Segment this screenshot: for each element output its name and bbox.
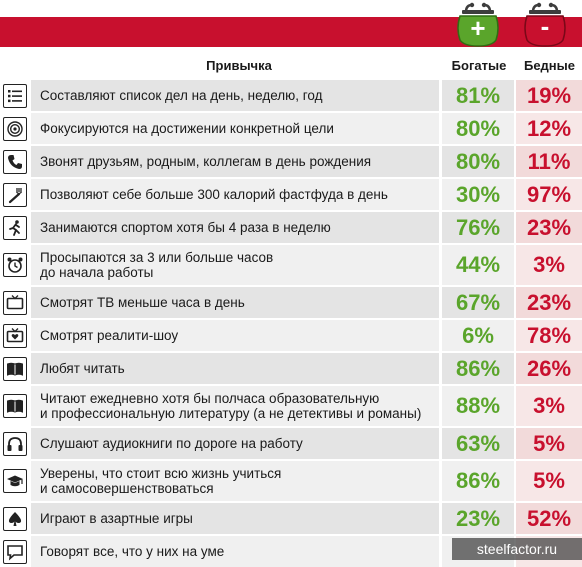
column-header-habit: Привычка — [206, 58, 272, 73]
column-header-rich: Богатые — [451, 58, 507, 73]
rich-percent: 23% — [442, 503, 514, 534]
rich-percent: 88% — [442, 386, 514, 426]
habit-text: Звонят друзьям, родным, коллегам в день … — [31, 146, 439, 177]
rich-purse-icon: + — [457, 2, 499, 47]
poor-percent: 23% — [516, 212, 582, 243]
habit-text: Занимаются спортом хотя бы 4 раза в неде… — [31, 212, 439, 243]
rich-percent: 44% — [442, 245, 514, 285]
rich-percent: 30% — [442, 179, 514, 210]
habit-text: Говорят все, что у них на уме — [31, 536, 439, 567]
headphones-icon — [3, 431, 27, 456]
target-icon — [3, 116, 27, 141]
rich-percent: 80% — [442, 113, 514, 144]
habit-text: Читают ежедневно хотя бы полчаса образов… — [31, 386, 439, 426]
rich-percent: 67% — [442, 287, 514, 318]
poor-percent: 23% — [516, 287, 582, 318]
tv-heart-icon — [3, 323, 27, 348]
alarm-clock-icon — [3, 253, 27, 277]
table-row: Фокусируются на достижении конкретной це… — [0, 111, 582, 144]
poor-percent: 78% — [516, 320, 582, 351]
table-row: Слушают аудиокниги по дороге на работу 6… — [0, 426, 582, 459]
poor-percent: 26% — [516, 353, 582, 384]
rich-badge-sign: + — [470, 13, 485, 43]
habit-text: Фокусируются на достижении конкретной це… — [31, 113, 439, 144]
poor-percent: 3% — [516, 386, 582, 426]
table-header: Привычка Богатые Бедные — [0, 52, 582, 78]
rich-percent: 6% — [442, 320, 514, 351]
rich-percent: 86% — [442, 461, 514, 501]
poor-percent: 5% — [516, 428, 582, 459]
table-row: Уверены, что стоит всю жизнь учиться и с… — [0, 459, 582, 501]
table-row: Смотрят реалити-шоу 6% 78% — [0, 318, 582, 351]
list-icon — [3, 83, 27, 108]
table-row: Читают ежедневно хотя бы полчаса образов… — [0, 384, 582, 426]
habit-text: Составляют список дел на день, неделю, г… — [31, 80, 439, 111]
rich-percent: 63% — [442, 428, 514, 459]
poor-purse-icon: - — [524, 2, 566, 47]
tv-icon — [3, 290, 27, 315]
habit-text: Слушают аудиокниги по дороге на работу — [31, 428, 439, 459]
table-row: Звонят друзьям, родным, коллегам в день … — [0, 144, 582, 177]
column-header-poor: Бедные — [523, 58, 575, 73]
watermark: steelfactor.ru — [452, 538, 582, 560]
poor-percent: 11% — [516, 146, 582, 177]
habit-text: Позволяют себе больше 300 калорий фастфу… — [31, 179, 439, 210]
habit-text: Смотрят реалити-шоу — [31, 320, 439, 351]
poor-percent: 97% — [516, 179, 582, 210]
habit-text: Смотрят ТВ меньше часа в день — [31, 287, 439, 318]
graduation-cap-icon — [3, 469, 27, 493]
table-row: Смотрят ТВ меньше часа в день 67% 23% — [0, 285, 582, 318]
poor-badge-sign: - — [541, 11, 550, 41]
fork-icon — [3, 182, 27, 207]
rich-percent: 86% — [442, 353, 514, 384]
poor-percent: 52% — [516, 503, 582, 534]
table-row: Любят читать 86% 26% — [0, 351, 582, 384]
table-row: Играют в азартные игры 23% 52% — [0, 501, 582, 534]
habits-table: Составляют список дел на день, неделю, г… — [0, 78, 582, 567]
habit-text: Уверены, что стоит всю жизнь учиться и с… — [31, 461, 439, 501]
book-icon — [3, 394, 27, 418]
poor-percent: 12% — [516, 113, 582, 144]
rich-percent: 76% — [442, 212, 514, 243]
spade-icon — [3, 506, 27, 531]
table-row: Просыпаются за 3 или больше часов до нач… — [0, 243, 582, 285]
habit-text: Играют в азартные игры — [31, 503, 439, 534]
habit-text: Просыпаются за 3 или больше часов до нач… — [31, 245, 439, 285]
phone-icon — [3, 149, 27, 174]
poor-percent: 19% — [516, 80, 582, 111]
table-row: Занимаются спортом хотя бы 4 раза в неде… — [0, 210, 582, 243]
poor-percent: 5% — [516, 461, 582, 501]
habit-text: Любят читать — [31, 353, 439, 384]
rich-percent: 81% — [442, 80, 514, 111]
runner-icon — [3, 215, 27, 240]
book-icon — [3, 356, 27, 381]
poor-percent: 3% — [516, 245, 582, 285]
table-row: Составляют список дел на день, неделю, г… — [0, 78, 582, 111]
table-row: Позволяют себе больше 300 калорий фастфу… — [0, 177, 582, 210]
rich-percent: 80% — [442, 146, 514, 177]
